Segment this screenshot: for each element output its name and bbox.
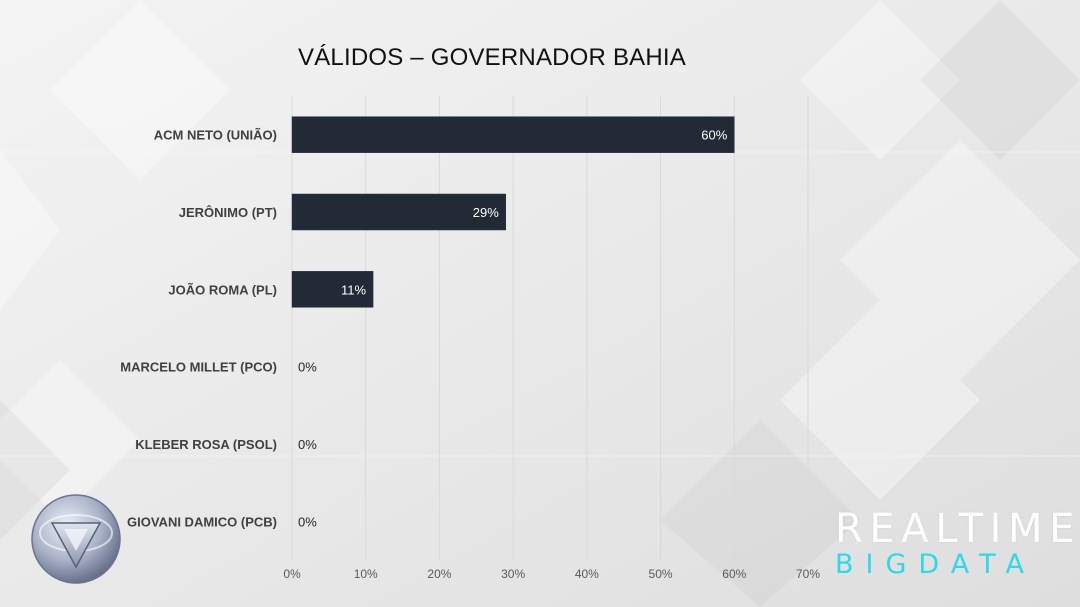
gridlines xyxy=(291,96,809,560)
realtime-bigdata-logo: REALTIME BIGDATA xyxy=(835,508,1080,580)
value-labels: 60% 29% 11% 0% 0% 0% xyxy=(298,128,728,530)
value-label: 60% xyxy=(701,128,727,143)
x-axis-ticks: 0% 10% 20% 30% 40% 50% 60% 70% xyxy=(283,567,820,581)
x-tick-label: 70% xyxy=(796,567,820,581)
value-label: 0% xyxy=(298,514,317,529)
brand-line-1: REALTIME xyxy=(835,506,1080,552)
record-logo xyxy=(31,494,121,584)
chart-title: VÁLIDOS – GOVERNADOR BAHIA xyxy=(298,44,686,71)
x-tick-label: 20% xyxy=(427,567,451,581)
x-tick-label: 10% xyxy=(354,567,378,581)
bars xyxy=(291,116,735,308)
category-label: GIOVANI DAMICO (PCB) xyxy=(127,514,277,529)
x-tick-label: 30% xyxy=(501,567,525,581)
value-label: 29% xyxy=(473,205,499,220)
brand-line-2: BIGDATA xyxy=(835,549,1036,580)
category-label: MARCELO MILLET (PCO) xyxy=(120,360,277,375)
x-tick-label: 0% xyxy=(283,567,301,581)
bar xyxy=(291,116,735,153)
x-tick-label: 60% xyxy=(722,567,746,581)
category-label: JOÃO ROMA (PL) xyxy=(168,282,277,297)
value-label: 0% xyxy=(298,360,317,375)
category-label: ACM NETO (UNIÃO) xyxy=(154,128,277,143)
category-labels: ACM NETO (UNIÃO) JERÔNIMO (PT) JOÃO ROMA (… xyxy=(120,128,277,530)
value-label: 11% xyxy=(341,282,366,297)
x-tick-label: 50% xyxy=(649,567,673,581)
category-label: JERÔNIMO (PT) xyxy=(179,205,277,220)
bar xyxy=(291,271,374,308)
bar xyxy=(291,193,507,231)
x-tick-label: 40% xyxy=(575,567,599,581)
value-label: 0% xyxy=(298,437,317,452)
category-label: KLEBER ROSA (PSOL) xyxy=(135,437,277,452)
